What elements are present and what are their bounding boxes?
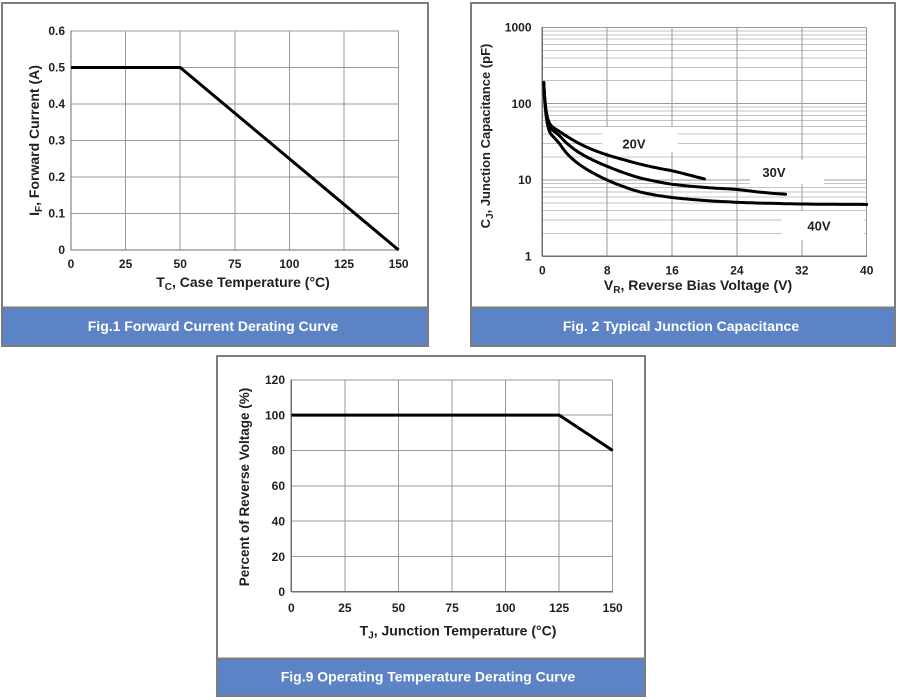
svg-text:Fig.9 Operating Temperature De: Fig.9 Operating Temperature Derating Cur… [281,668,576,684]
svg-text:TC, Case Temperature (°C): TC, Case Temperature (°C) [156,274,330,293]
svg-text:40: 40 [272,514,286,528]
svg-text:100: 100 [496,601,516,615]
svg-text:75: 75 [228,257,242,271]
svg-text:IF, Forward Current (A): IF, Forward Current (A) [26,65,45,216]
svg-text:24: 24 [730,264,744,278]
svg-text:Fig. 2 Typical Junction Capaci: Fig. 2 Typical Junction Capacitance [563,318,799,334]
svg-text:1000: 1000 [505,21,532,35]
svg-text:VR, Reverse Bias Voltage (V): VR, Reverse Bias Voltage (V) [604,277,792,296]
svg-text:80: 80 [272,444,286,458]
svg-text:CJ, Junction Capacitance (pF): CJ, Junction Capacitance (pF) [478,44,496,229]
svg-text:50: 50 [392,601,406,615]
svg-text:100: 100 [511,97,531,111]
svg-text:125: 125 [549,601,569,615]
svg-text:0.6: 0.6 [48,24,65,38]
svg-text:8: 8 [604,264,611,278]
svg-text:150: 150 [603,601,623,615]
svg-text:0: 0 [539,264,546,278]
svg-text:100: 100 [265,408,285,422]
svg-text:0: 0 [288,601,295,615]
svg-text:32: 32 [795,264,809,278]
svg-text:1: 1 [525,250,532,264]
svg-text:0: 0 [278,585,285,599]
svg-text:30V: 30V [762,165,785,180]
svg-text:16: 16 [665,264,679,278]
svg-text:Percent of Reverse Voltage (%): Percent of Reverse Voltage (%) [237,388,252,587]
svg-text:125: 125 [334,257,354,271]
svg-text:20V: 20V [622,137,645,152]
svg-text:120: 120 [265,373,285,387]
svg-text:0.4: 0.4 [48,97,65,111]
svg-text:25: 25 [338,601,352,615]
svg-text:0.2: 0.2 [48,170,65,184]
svg-text:60: 60 [272,479,286,493]
svg-text:TJ, Junction Temperature (°C): TJ, Junction Temperature (°C) [360,623,557,642]
svg-text:20: 20 [272,550,286,564]
svg-text:40V: 40V [807,219,830,234]
svg-text:75: 75 [445,601,459,615]
svg-text:0.5: 0.5 [48,61,65,75]
svg-text:150: 150 [389,257,409,271]
svg-text:Fig.1 Forward Current Derating: Fig.1 Forward Current Derating Curve [88,318,339,334]
svg-text:0.3: 0.3 [48,134,65,148]
svg-text:25: 25 [119,257,133,271]
svg-text:10: 10 [518,173,532,187]
svg-text:40: 40 [860,264,874,278]
svg-text:100: 100 [279,257,299,271]
svg-text:0: 0 [68,257,75,271]
svg-text:0.1: 0.1 [48,207,65,221]
svg-text:50: 50 [174,257,188,271]
svg-text:0: 0 [58,243,65,257]
